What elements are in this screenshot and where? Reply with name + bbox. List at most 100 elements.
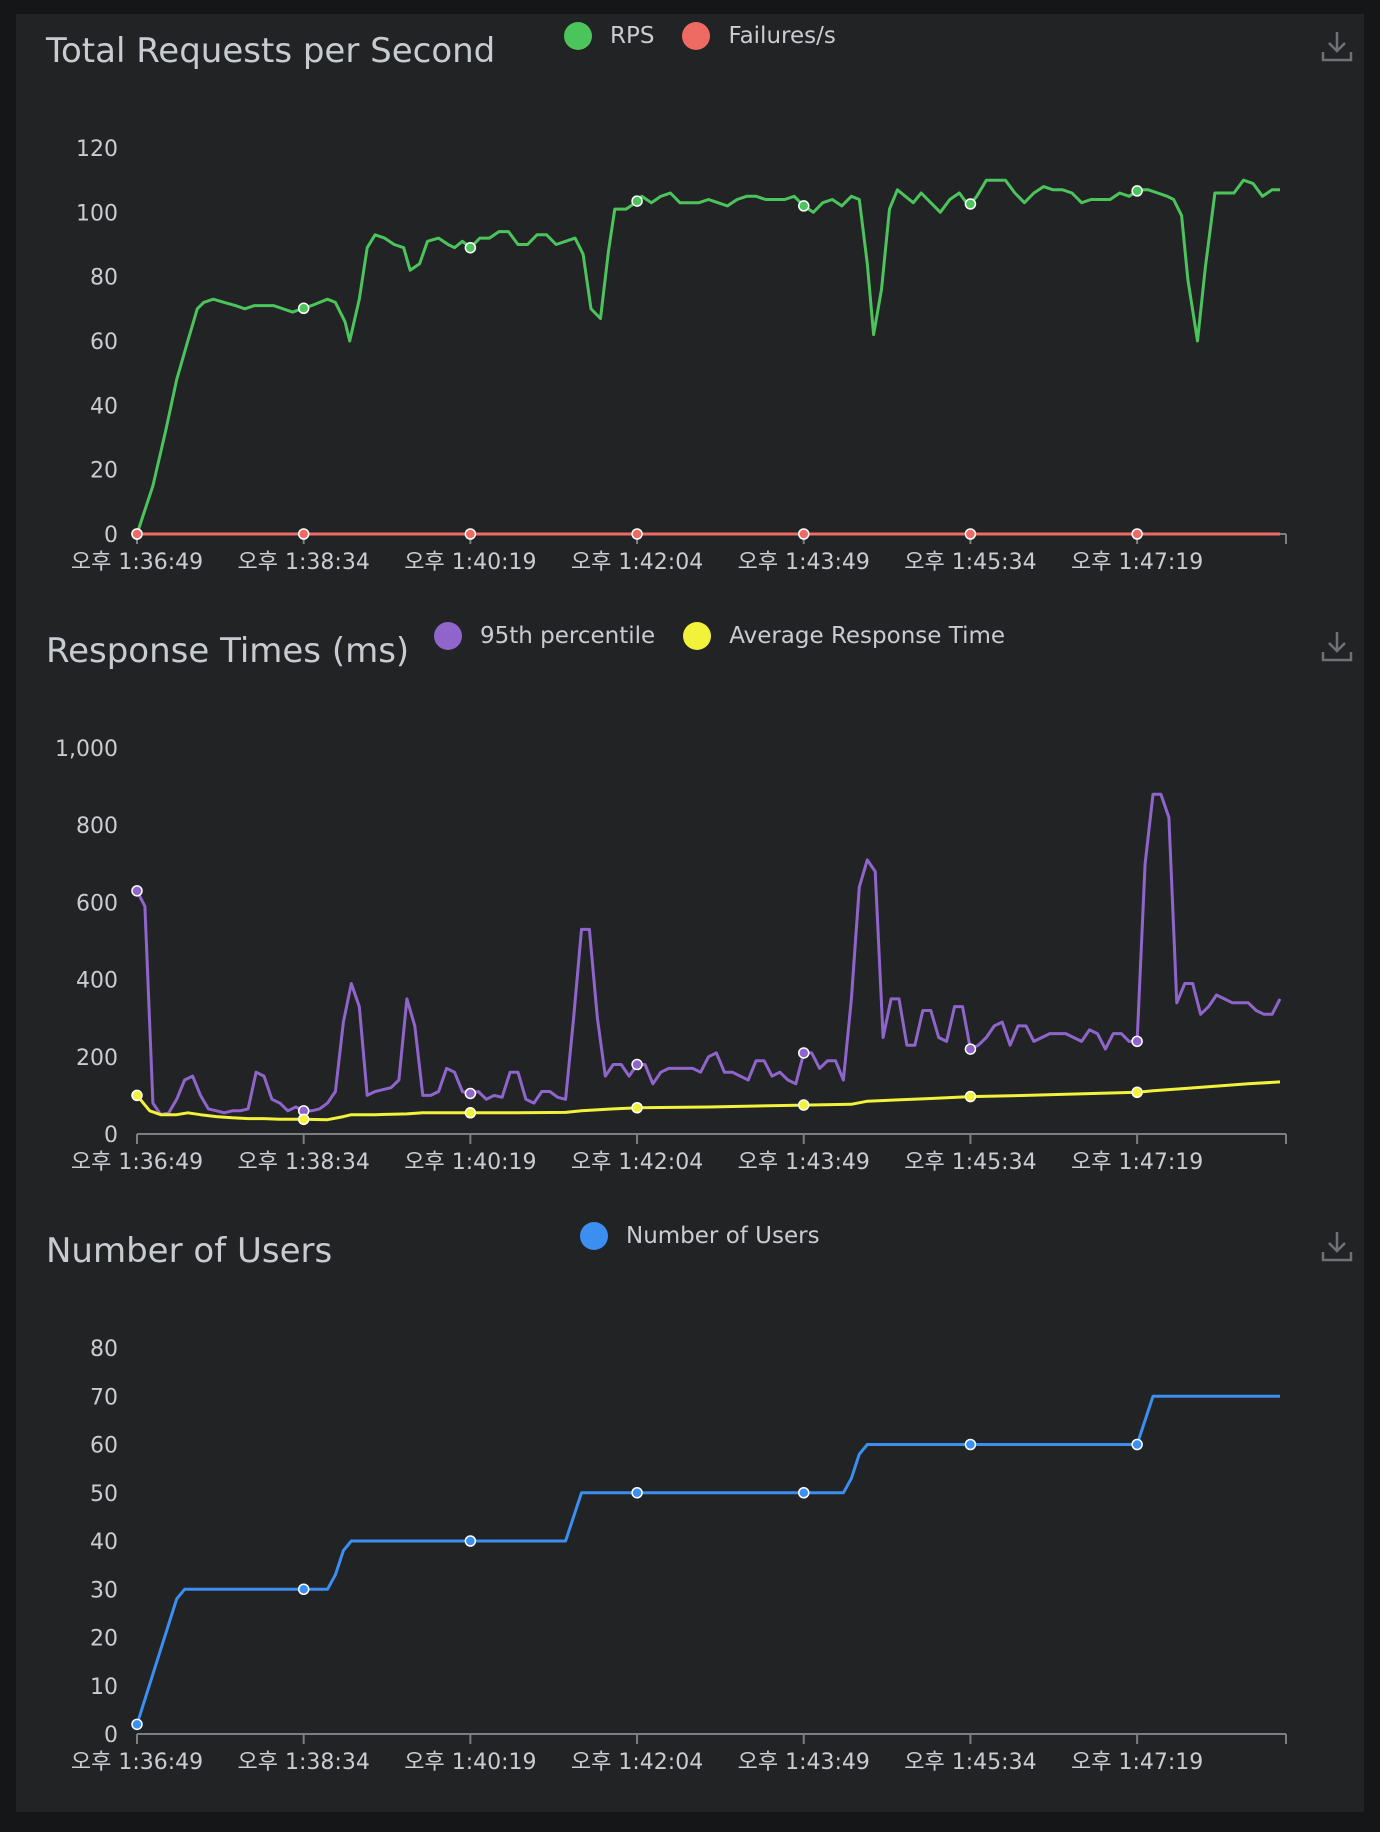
y-tick-label: 40 — [90, 1530, 118, 1555]
y-tick-label: 0 — [104, 523, 118, 548]
legend-dot-users — [580, 1222, 608, 1250]
series-marker[interactable] — [631, 1102, 643, 1114]
legend-label-rps: RPS — [610, 23, 655, 49]
y-tick-label: 100 — [76, 201, 118, 226]
response-times-chart-plot: 0 200 400 600 800 1,000 오후 1:36:49 오후 1:38:34 오후… — [55, 737, 1287, 1175]
y-tick-label: 0 — [104, 1723, 118, 1748]
x-tick-label: 오후 1:40:19 — [404, 1750, 536, 1775]
x-tick-label: 오후 1:36:49 — [71, 1750, 203, 1775]
y-tick-label: 80 — [90, 1337, 118, 1362]
series-line-1 — [135, 1080, 1281, 1122]
series-marker[interactable] — [297, 1583, 310, 1595]
legend-dot-p95 — [434, 622, 462, 650]
x-tick-label: 오후 1:42:04 — [571, 550, 703, 575]
x-tick-label: 오후 1:43:49 — [738, 550, 870, 575]
x-tick-label: 오후 1:42:04 — [571, 1750, 703, 1775]
series-marker[interactable] — [631, 528, 643, 540]
y-tick-label: 10 — [90, 1675, 118, 1700]
users-chart-card: Number of Users Number of Users 0 10 20 30 4… — [16, 1214, 1364, 1814]
series-marker[interactable] — [1131, 528, 1143, 540]
series-line-0 — [135, 792, 1282, 1117]
x-tick-label: 오후 1:40:19 — [404, 1150, 536, 1175]
y-tick-label: 40 — [90, 394, 118, 419]
y-tick-label: 400 — [76, 969, 118, 994]
x-tick-label: 오후 1:40:19 — [404, 550, 536, 575]
y-tick-label: 80 — [90, 266, 118, 291]
series-marker[interactable] — [798, 1099, 810, 1111]
legend-item-avg[interactable]: Average Response Time — [683, 622, 1005, 650]
series-marker[interactable] — [964, 198, 977, 210]
x-tick-label: 오후 1:36:49 — [71, 1150, 203, 1175]
legend-label-failures: Failures/s — [728, 23, 836, 49]
y-tick-label: 20 — [90, 1627, 118, 1652]
response-times-chart-title: Response Times (ms) — [46, 631, 410, 671]
series-marker[interactable] — [964, 1438, 977, 1451]
series-marker[interactable] — [1131, 1438, 1143, 1451]
download-icon[interactable] — [1320, 1229, 1354, 1263]
series-marker[interactable] — [464, 241, 477, 254]
y-tick-label: 60 — [90, 1434, 118, 1459]
x-tick-label: 오후 1:45:34 — [904, 1150, 1036, 1175]
x-tick-label: 오후 1:38:34 — [238, 550, 370, 575]
series-marker[interactable] — [297, 528, 310, 540]
y-tick-label: 120 — [76, 137, 118, 162]
series-marker[interactable] — [131, 1089, 143, 1102]
series-marker[interactable] — [464, 1087, 477, 1100]
download-icon[interactable] — [1320, 29, 1354, 63]
series-marker[interactable] — [131, 1718, 143, 1731]
series-marker[interactable] — [1131, 1035, 1143, 1048]
x-tick-label: 오후 1:47:19 — [1071, 1750, 1203, 1775]
x-tick-label: 오후 1:38:34 — [238, 1150, 370, 1175]
series-marker[interactable] — [1131, 185, 1143, 197]
charts-panel: Total Requests per Second RPS Failures/s… — [16, 14, 1364, 1812]
x-tick-label: 오후 1:38:34 — [238, 1750, 370, 1775]
series-marker[interactable] — [798, 1047, 810, 1059]
legend-label-p95: 95th percentile — [480, 623, 656, 649]
series-marker[interactable] — [631, 1058, 643, 1071]
series-marker[interactable] — [297, 302, 310, 315]
series-marker[interactable] — [131, 885, 143, 897]
response-times-chart-legend: 95th percentile Average Response Time — [434, 622, 1033, 650]
y-tick-label: 600 — [76, 891, 118, 916]
y-tick-label: 50 — [90, 1482, 118, 1507]
y-tick-label: 1,000 — [55, 737, 118, 762]
legend-item-failures[interactable]: Failures/s — [682, 22, 836, 50]
series-marker[interactable] — [131, 528, 143, 540]
rps-chart-card: Total Requests per Second RPS Failures/s… — [16, 14, 1364, 614]
x-tick-label: 오후 1:43:49 — [738, 1150, 870, 1175]
x-tick-label: 오후 1:36:49 — [71, 550, 203, 575]
series-marker[interactable] — [631, 195, 643, 207]
users-chart-legend: Number of Users — [580, 1222, 848, 1250]
series-marker[interactable] — [964, 1090, 977, 1103]
series-marker[interactable] — [798, 528, 810, 540]
legend-dot-failures — [682, 22, 711, 50]
rps-chart-title: Total Requests per Second — [46, 31, 496, 71]
series-marker[interactable] — [297, 1113, 310, 1126]
download-icon[interactable] — [1320, 629, 1354, 663]
series-marker[interactable] — [964, 528, 977, 540]
rps-chart-legend: RPS Failures/s — [564, 22, 864, 50]
series-marker[interactable] — [964, 1043, 977, 1055]
series-marker[interactable] — [464, 1535, 477, 1547]
legend-item-rps[interactable]: RPS — [564, 22, 654, 50]
x-tick-label: 오후 1:47:19 — [1071, 1150, 1203, 1175]
series-line-0 — [135, 178, 1280, 535]
legend-dot-rps — [564, 22, 592, 50]
x-tick-label: 오후 1:45:34 — [904, 550, 1036, 575]
rps-chart-plot: 0 20 40 60 80 100 120 오후 1:36:49 오후 1:38:34 오후 1:… — [71, 137, 1287, 575]
y-tick-label: 800 — [76, 814, 118, 839]
x-tick-label: 오후 1:42:04 — [571, 1150, 703, 1175]
series-marker[interactable] — [631, 1487, 643, 1499]
series-marker[interactable] — [464, 1107, 477, 1119]
legend-item-p95[interactable]: 95th percentile — [434, 622, 655, 650]
y-tick-label: 60 — [90, 330, 118, 355]
series-marker[interactable] — [1131, 1086, 1143, 1099]
series-line-0 — [135, 1394, 1280, 1725]
legend-item-users[interactable]: Number of Users — [580, 1222, 820, 1250]
y-tick-label: 70 — [90, 1385, 118, 1410]
series-marker[interactable] — [464, 528, 477, 540]
series-marker[interactable] — [798, 1487, 810, 1499]
series-marker[interactable] — [798, 200, 810, 212]
x-tick-label: 오후 1:43:49 — [738, 1750, 870, 1775]
legend-label-avg: Average Response Time — [729, 623, 1006, 649]
